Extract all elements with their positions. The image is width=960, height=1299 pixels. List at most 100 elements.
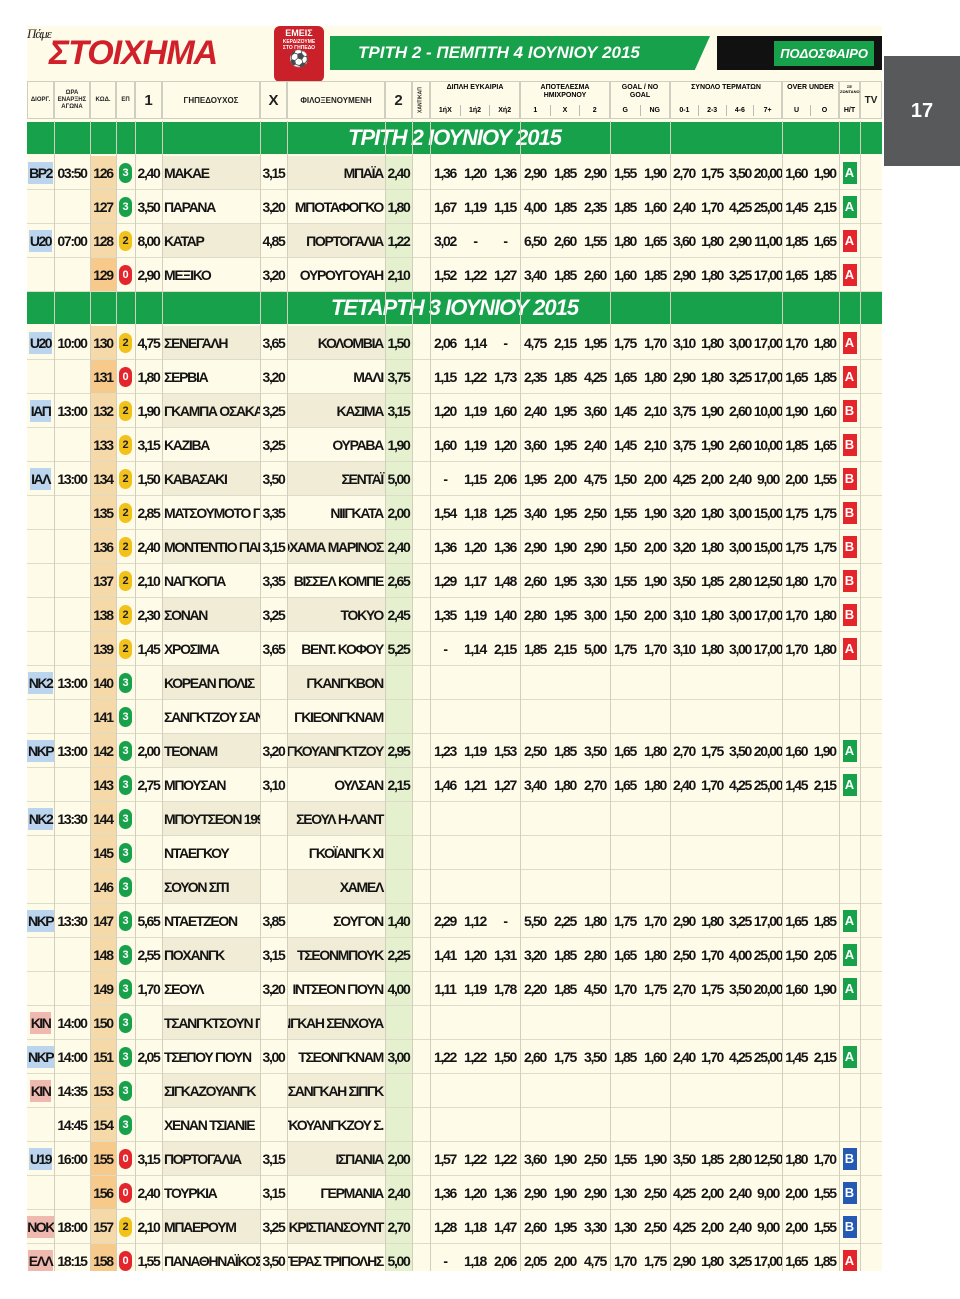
- handicap-cell: [412, 1142, 430, 1175]
- logo-main: ΣΤΟΙΧΗΜΑ: [49, 34, 218, 72]
- odds-home-cell: 2,40: [137, 164, 160, 181]
- tv-cell: [860, 734, 882, 767]
- odds-gg-cell: [610, 1108, 640, 1141]
- time-cell: 18:15: [57, 1252, 88, 1269]
- odds-home-cell: 2,55: [137, 946, 160, 963]
- odds-tg-cell: 2,00: [700, 470, 724, 487]
- home-team-cell: ΜΠΑΕΡΟΥΜ: [162, 1210, 260, 1243]
- odds-tg-cell: 4,25: [728, 776, 752, 793]
- odds-ou-cell: 2,15: [813, 198, 837, 215]
- odds-dc-cell: 2,29: [433, 912, 457, 929]
- odds-ou-cell: 1,55: [813, 470, 837, 487]
- column-divider: [116, 121, 117, 1271]
- min-cell: 2: [116, 224, 135, 257]
- odds-tg-cell: 12,50: [754, 1150, 782, 1167]
- min-events-badge: 2: [119, 230, 132, 251]
- odds-draw-cell: [260, 1108, 287, 1141]
- tv-cell: [860, 394, 882, 427]
- logo: Πάμε ΣΤΟΙΧΗΜΑ: [27, 26, 237, 74]
- odds-dc-cell: 1,15: [463, 470, 487, 487]
- home-team-cell: ΝΤΑΕΤΖΕΟΝ: [164, 912, 238, 929]
- odds-tg-cell: 1,75: [700, 980, 724, 997]
- odds-tg-cell: 17,00: [754, 1252, 782, 1269]
- code-cell: 149: [90, 972, 116, 1005]
- odds-away-cell: 2,65: [385, 564, 412, 597]
- odds-gg-cell: 1,70: [613, 980, 637, 997]
- competition-badge: ΚΙΝ: [29, 1079, 52, 1102]
- odds-home-cell: 3,15: [137, 436, 160, 453]
- odds-tg-cell: 3,10: [672, 640, 696, 657]
- code-cell: 155: [90, 1142, 116, 1175]
- min-cell: 3: [116, 156, 135, 189]
- odds-draw-cell: 3,20: [262, 198, 285, 215]
- min-events-badge: 2: [119, 1216, 132, 1237]
- handicap-cell: [412, 326, 430, 359]
- odds-gg-cell: 1,60: [643, 1048, 667, 1065]
- home-team-cell: ΧΕΝΑΝ ΤΣΙΑΝΙΕ: [164, 1116, 256, 1133]
- away-team-cell: ΝΙΙΓΚΑΤΑ: [330, 504, 384, 521]
- odds-gg-cell: 1,85: [613, 1048, 637, 1065]
- competition-cell: U20: [27, 224, 54, 257]
- odds-ht-cell: 1,95: [583, 334, 607, 351]
- tv-cell: [860, 1006, 882, 1039]
- odds-tg-cell: 2,70: [672, 164, 696, 181]
- table-row: U19 16:00 155 0 3,15 ΠΟΡΤΟΓΑΛΙΑ 3,15 ΙΣΠΑΝΙΑ 2,0…: [27, 1142, 882, 1176]
- live-cell: A: [839, 632, 860, 665]
- odds-away-cell: 2,10: [385, 258, 412, 291]
- live-badge: B: [842, 569, 857, 592]
- competition-cell: [27, 258, 54, 291]
- code-cell: 146: [90, 870, 116, 903]
- odds-draw-cell: [260, 870, 287, 903]
- odds-ou-cell: 1,45: [785, 198, 808, 215]
- ou-sub-1: U: [793, 107, 800, 114]
- odds-away-cell: 1,40: [385, 904, 412, 937]
- handicap-cell: [412, 156, 430, 189]
- table-row: 156 0 2,40 ΤΟΥΡΚΙΑ 3,15 ΓΕΡΜΑΝΙΑ 2,40 1,36 1,20 1…: [27, 1176, 882, 1210]
- code-cell: 140: [90, 666, 116, 699]
- odds-tg-cell: [726, 1006, 754, 1039]
- min-cell: 3: [116, 904, 135, 937]
- live-badge: B: [842, 1215, 857, 1238]
- odds-ht-cell: 2,00: [553, 470, 577, 487]
- live-cell: A: [839, 326, 860, 359]
- code-cell: 157: [90, 1210, 116, 1243]
- odds-away-cell: 3,15: [385, 394, 412, 427]
- odds-ht-cell: 1,80: [583, 912, 607, 929]
- odds-ou-cell: 1,65: [785, 368, 808, 385]
- odds-ht-cell: 3,20: [523, 946, 547, 963]
- code-cell: 143: [90, 768, 116, 801]
- live-badge: A: [842, 195, 857, 218]
- odds-draw-cell: 3,15: [262, 538, 285, 555]
- odds-draw-cell: 3,20: [262, 742, 285, 759]
- handicap-cell: [412, 462, 430, 495]
- odds-gg-cell: [610, 836, 640, 869]
- odds-tg-cell: 2,80: [728, 1150, 752, 1167]
- odds-tg-cell: 4,25: [672, 470, 696, 487]
- tv-cell: [860, 1108, 882, 1141]
- odds-ht-cell: 1,85: [523, 640, 547, 657]
- odds-ht-cell: 1,85: [553, 742, 577, 759]
- away-team-cell: ΜΑΛΙ: [353, 368, 384, 385]
- time-cell: [54, 190, 90, 223]
- odds-dc-cell: 1,20: [463, 164, 487, 181]
- odds-draw-cell: 3,65: [262, 334, 285, 351]
- day-header: ΤΕΤΑΡΤΗ 3 ΙΟΥΝΙΟΥ 2015: [27, 292, 882, 324]
- odds-dc-cell: 1,73: [493, 368, 517, 385]
- table-row: 127 3 3,50 ΠΑΡΑΝΑ 3,20 ΜΠΟΤΑΦΟΓΚΟ 1,80 1,67 1,19…: [27, 190, 882, 224]
- dc-sub-1: 1ήX: [438, 107, 452, 114]
- time-cell: [54, 870, 90, 903]
- odds-ht-cell: 1,95: [523, 470, 547, 487]
- odds-dc-cell: 1,20: [433, 402, 457, 419]
- odds-ht-cell: [520, 666, 550, 699]
- live-cell: [839, 870, 860, 903]
- competition-badge: U19: [28, 1147, 53, 1170]
- min-cell: 2: [116, 462, 135, 495]
- odds-tg-cell: [670, 666, 698, 699]
- odds-ht-cell: 3,40: [523, 504, 547, 521]
- col-two: 2: [385, 81, 412, 119]
- odds-dc-cell: 2,06: [493, 470, 517, 487]
- min-events-badge: 3: [119, 740, 132, 761]
- odds-dc-cell: 1,18: [463, 1218, 487, 1235]
